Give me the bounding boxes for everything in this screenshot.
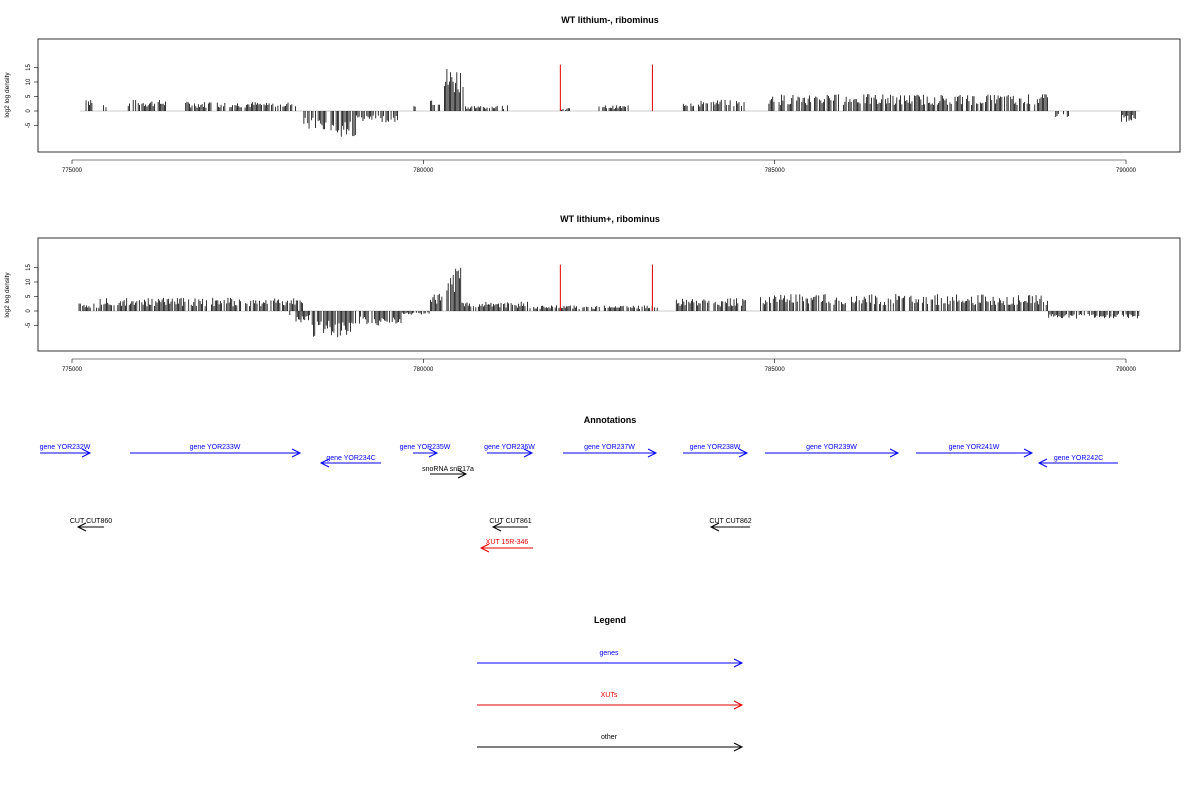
x-tick-label: 775000 [62, 367, 83, 373]
feature-arrowhead [1037, 458, 1048, 468]
x-tick-label: 775000 [62, 168, 83, 174]
y-tick-label: 10 [26, 78, 32, 85]
feature-arrowhead [491, 522, 502, 532]
plot-frame [37, 237, 1181, 352]
legend-arrowhead [733, 658, 744, 668]
panel-title: WT lithium-, ribominus [561, 15, 659, 25]
feature-label: CUT CUT861 [489, 518, 531, 525]
signal-bars [78, 267, 1140, 338]
feature-label: gene YOR236W [484, 444, 535, 451]
feature-label: gene YOR238W [690, 444, 741, 451]
feature-arrowhead [1023, 448, 1034, 458]
x-tick-label: 780000 [413, 168, 434, 174]
red-markers [559, 64, 653, 111]
y-tick-label: 10 [26, 278, 32, 285]
signal-bars [85, 68, 1136, 137]
feature-label: gene YOR241W [949, 444, 1000, 451]
legend: Legend genes XUTs other [477, 615, 744, 752]
y-axis: -5 0 5 10 15 [26, 264, 39, 328]
annotations-title: Annotations [584, 415, 637, 425]
feature-arrowhead [479, 543, 490, 553]
x-axis: 775000 780000 785000 790000 [62, 159, 1137, 174]
x-tick-label: 790000 [1116, 367, 1137, 373]
y-axis-label: log2 log density [4, 272, 11, 318]
legend-title: Legend [594, 615, 626, 625]
feature-arrowhead [647, 448, 658, 458]
feature-arrowhead [709, 522, 720, 532]
legend-items: genes XUTs other [477, 650, 744, 752]
feature-label: gene YOR235W [400, 444, 451, 451]
feature-arrowhead [81, 448, 92, 458]
track-panel-lithium-minus: WT lithium-, ribominus -5 0 5 10 15 775000 78… [4, 15, 1181, 174]
y-tick-label: 0 [26, 309, 32, 313]
feature-arrowhead [523, 448, 534, 458]
feature-arrowhead [457, 469, 468, 479]
annotations-panel: Annotations gene YOR232W gene YOR233W gene… [40, 415, 1118, 553]
plot-frame [37, 38, 1181, 153]
feature-arrowhead [738, 448, 749, 458]
feature-arrowhead [319, 458, 330, 468]
feature-label: gene YOR234C [326, 455, 375, 462]
feature-label: gene YOR239W [806, 444, 857, 451]
legend-label: other [601, 734, 618, 741]
y-tick-label: -5 [26, 122, 32, 128]
x-tick-label: 785000 [765, 367, 786, 373]
panel-title: WT lithium+, ribominus [560, 214, 660, 224]
red-markers [559, 264, 653, 311]
legend-arrowhead [733, 742, 744, 752]
legend-arrowhead [733, 700, 744, 710]
y-tick-label: 15 [26, 64, 32, 71]
y-axis-label: log2 log density [4, 72, 11, 118]
x-tick-label: 780000 [413, 367, 434, 373]
y-tick-label: 5 [26, 94, 32, 98]
feature-label: CUT CUT860 [70, 518, 112, 525]
x-axis: 775000 780000 785000 790000 [62, 358, 1137, 373]
y-tick-label: 0 [26, 109, 32, 113]
feature-label: gene YOR233W [190, 444, 241, 451]
y-tick-label: 5 [26, 294, 32, 298]
feature-arrowhead [76, 522, 87, 532]
feature-arrowhead [291, 448, 302, 458]
legend-label: genes [599, 650, 619, 657]
annotation-features: gene YOR232W gene YOR233W gene YOR235W gene… [40, 444, 1118, 553]
y-axis: -5 0 5 10 15 [26, 64, 39, 128]
feature-label: CUT CUT862 [709, 518, 751, 525]
x-tick-label: 790000 [1116, 168, 1137, 174]
legend-label: XUTs [601, 692, 618, 699]
x-tick-label: 785000 [765, 168, 786, 174]
y-tick-label: -5 [26, 322, 32, 328]
feature-arrowhead [428, 448, 439, 458]
track-panel-lithium-plus: WT lithium+, ribominus -5 0 5 10 15 775000 78… [4, 214, 1181, 373]
feature-label: gene YOR237W [584, 444, 635, 451]
feature-label: snoRNA snR17a [422, 466, 474, 473]
feature-arrowhead [889, 448, 900, 458]
y-tick-label: 15 [26, 264, 32, 271]
feature-label: XUT 15R-346 [486, 539, 529, 546]
feature-label: gene YOR242C [1054, 455, 1103, 462]
feature-label: gene YOR232W [40, 444, 91, 451]
